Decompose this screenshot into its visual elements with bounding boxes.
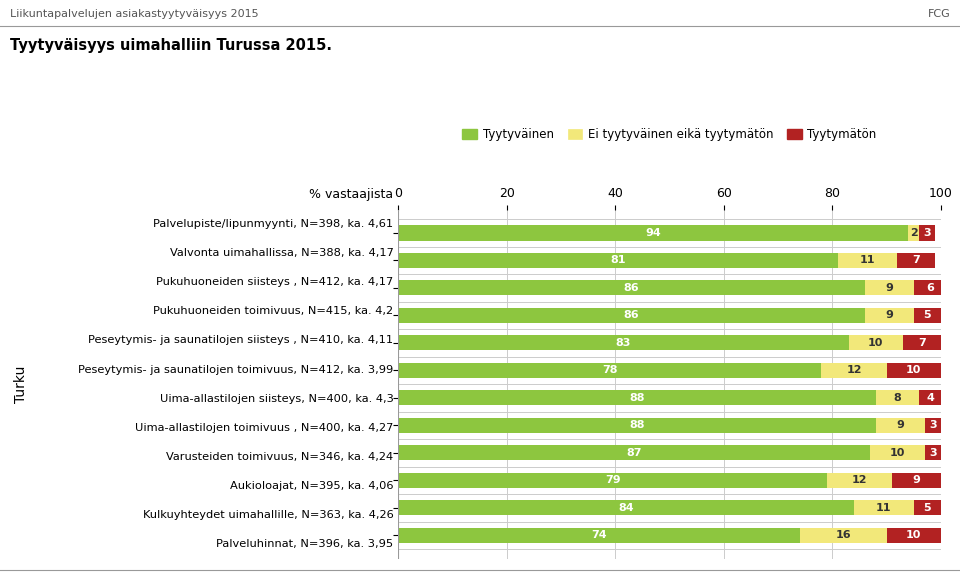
Text: 10: 10 [868,338,883,348]
Bar [914,281,947,296]
Bar [398,281,865,296]
Text: 16: 16 [835,530,851,540]
Bar [924,418,941,433]
Text: Pukuhuoneiden siisteys , N=412, ka. 4,17: Pukuhuoneiden siisteys , N=412, ka. 4,17 [156,277,394,288]
Bar [398,363,822,378]
Legend: Tyytyväinen, Ei tyytyväinen eikä tyytymätön, Tyytymätön: Tyytyväinen, Ei tyytyväinen eikä tyytymä… [463,128,876,141]
Text: Kulkuyhteydet uimahallille, N=363, ka. 4,26: Kulkuyhteydet uimahallille, N=363, ka. 4… [143,510,394,520]
Text: 74: 74 [591,530,607,540]
Text: 7: 7 [913,255,921,265]
Text: Aukioloajat, N=395, ka. 4,06: Aukioloajat, N=395, ka. 4,06 [230,481,394,491]
Bar [919,225,935,240]
Text: 86: 86 [624,283,639,293]
Bar [924,445,941,460]
Text: 5: 5 [924,503,931,513]
Text: 88: 88 [630,420,645,430]
Text: 5: 5 [924,310,931,321]
Text: 11: 11 [876,503,892,513]
Bar [398,335,849,350]
Text: 7: 7 [918,338,925,348]
Text: 9: 9 [885,310,893,321]
Text: 2: 2 [910,228,918,238]
Text: 3: 3 [929,420,936,430]
Bar [398,225,908,240]
Text: 10: 10 [890,448,905,458]
Text: Peseytymis- ja saunatilojen siisteys , N=410, ka. 4,11: Peseytymis- ja saunatilojen siisteys , N… [88,335,394,346]
Text: 4: 4 [926,393,934,403]
Bar [865,308,914,323]
Bar [398,445,871,460]
Text: Palvelupiste/lipunmyynti, N=398, ka. 4,61: Palvelupiste/lipunmyynti, N=398, ka. 4,6… [154,219,394,229]
Text: Turku: Turku [14,365,28,403]
Text: 78: 78 [602,365,617,375]
Bar [914,501,941,516]
Bar [838,253,898,268]
Text: Uima-allastilojen siisteys, N=400, ka. 4,3: Uima-allastilojen siisteys, N=400, ka. 4… [159,393,394,404]
Text: 10: 10 [906,365,922,375]
Text: 9: 9 [912,475,921,485]
Bar [902,335,941,350]
Text: Pukuhuoneiden toimivuus, N=415, ka. 4,2: Pukuhuoneiden toimivuus, N=415, ka. 4,2 [154,306,394,317]
Bar [914,308,941,323]
Text: 12: 12 [852,475,867,485]
Bar [398,391,876,406]
Text: 79: 79 [605,475,620,485]
Bar [398,418,876,433]
Text: Valvonta uimahallissa, N=388, ka. 4,17: Valvonta uimahallissa, N=388, ka. 4,17 [170,248,394,258]
Bar [822,363,886,378]
Text: Varusteiden toimivuus, N=346, ka. 4,24: Varusteiden toimivuus, N=346, ka. 4,24 [166,452,394,462]
Text: 94: 94 [645,228,661,238]
Bar [871,445,924,460]
Bar [898,253,935,268]
Bar [892,473,941,488]
Text: 83: 83 [615,338,631,348]
Bar [398,528,800,543]
Bar [876,418,924,433]
Bar [398,473,827,488]
Bar [865,281,914,296]
Bar [886,363,941,378]
Bar [398,253,838,268]
Text: Palveluhinnat, N=396, ka. 3,95: Palveluhinnat, N=396, ka. 3,95 [216,539,394,549]
Bar [800,528,886,543]
Bar [908,225,919,240]
Bar [849,335,902,350]
Text: 88: 88 [630,393,645,403]
Text: Uima-allastilojen toimivuus , N=400, ka. 4,27: Uima-allastilojen toimivuus , N=400, ka.… [135,423,394,433]
Text: 3: 3 [929,448,936,458]
Bar [919,391,941,406]
Text: Liikuntapalvelujen asiakastyytyväisyys 2015: Liikuntapalvelujen asiakastyytyväisyys 2… [10,9,258,19]
Text: 9: 9 [885,283,893,293]
Text: 86: 86 [624,310,639,321]
Bar [827,473,892,488]
Text: 84: 84 [618,503,634,513]
Text: 10: 10 [906,530,922,540]
Text: 12: 12 [847,365,862,375]
Text: % vastaajista: % vastaajista [309,189,394,201]
Text: 8: 8 [894,393,901,403]
Bar [398,308,865,323]
Text: FCG: FCG [927,9,950,19]
Text: 6: 6 [926,283,934,293]
Bar [854,501,914,516]
Bar [398,501,854,516]
Bar [876,391,919,406]
Text: 3: 3 [924,228,931,238]
Text: 81: 81 [611,255,626,265]
Text: Tyytyväisyys uimahalliin Turussa 2015.: Tyytyväisyys uimahalliin Turussa 2015. [10,38,331,53]
Text: 9: 9 [897,420,904,430]
Bar [886,528,941,543]
Text: Peseytymis- ja saunatilojen toimivuus, N=412, ka. 3,99: Peseytymis- ja saunatilojen toimivuus, N… [79,364,394,375]
Text: 11: 11 [860,255,876,265]
Text: 87: 87 [627,448,642,458]
